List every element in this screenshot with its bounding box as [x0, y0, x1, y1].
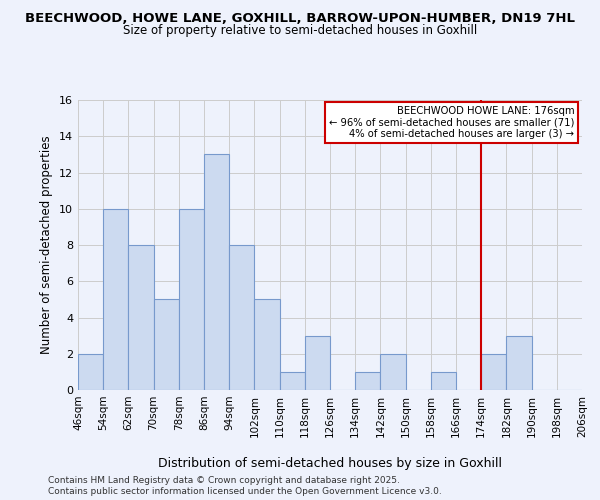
Bar [431, 372, 456, 390]
Bar [229, 245, 254, 390]
Bar [355, 372, 380, 390]
Text: BEECHWOOD HOWE LANE: 176sqm
← 96% of semi-detached houses are smaller (71)
4% of: BEECHWOOD HOWE LANE: 176sqm ← 96% of sem… [329, 106, 574, 139]
Bar [481, 354, 506, 390]
Bar [179, 209, 204, 390]
Bar [506, 336, 532, 390]
Bar [280, 372, 305, 390]
Text: BEECHWOOD, HOWE LANE, GOXHILL, BARROW-UPON-HUMBER, DN19 7HL: BEECHWOOD, HOWE LANE, GOXHILL, BARROW-UP… [25, 12, 575, 26]
Bar [78, 354, 103, 390]
Text: Contains HM Land Registry data © Crown copyright and database right 2025.: Contains HM Land Registry data © Crown c… [48, 476, 400, 485]
Bar [103, 209, 128, 390]
Text: Contains public sector information licensed under the Open Government Licence v3: Contains public sector information licen… [48, 487, 442, 496]
Bar [380, 354, 406, 390]
Bar [154, 300, 179, 390]
Text: Distribution of semi-detached houses by size in Goxhill: Distribution of semi-detached houses by … [158, 458, 502, 470]
Text: Size of property relative to semi-detached houses in Goxhill: Size of property relative to semi-detach… [123, 24, 477, 37]
Bar [305, 336, 330, 390]
Bar [128, 245, 154, 390]
Y-axis label: Number of semi-detached properties: Number of semi-detached properties [40, 136, 53, 354]
Bar [204, 154, 229, 390]
Bar [254, 300, 280, 390]
